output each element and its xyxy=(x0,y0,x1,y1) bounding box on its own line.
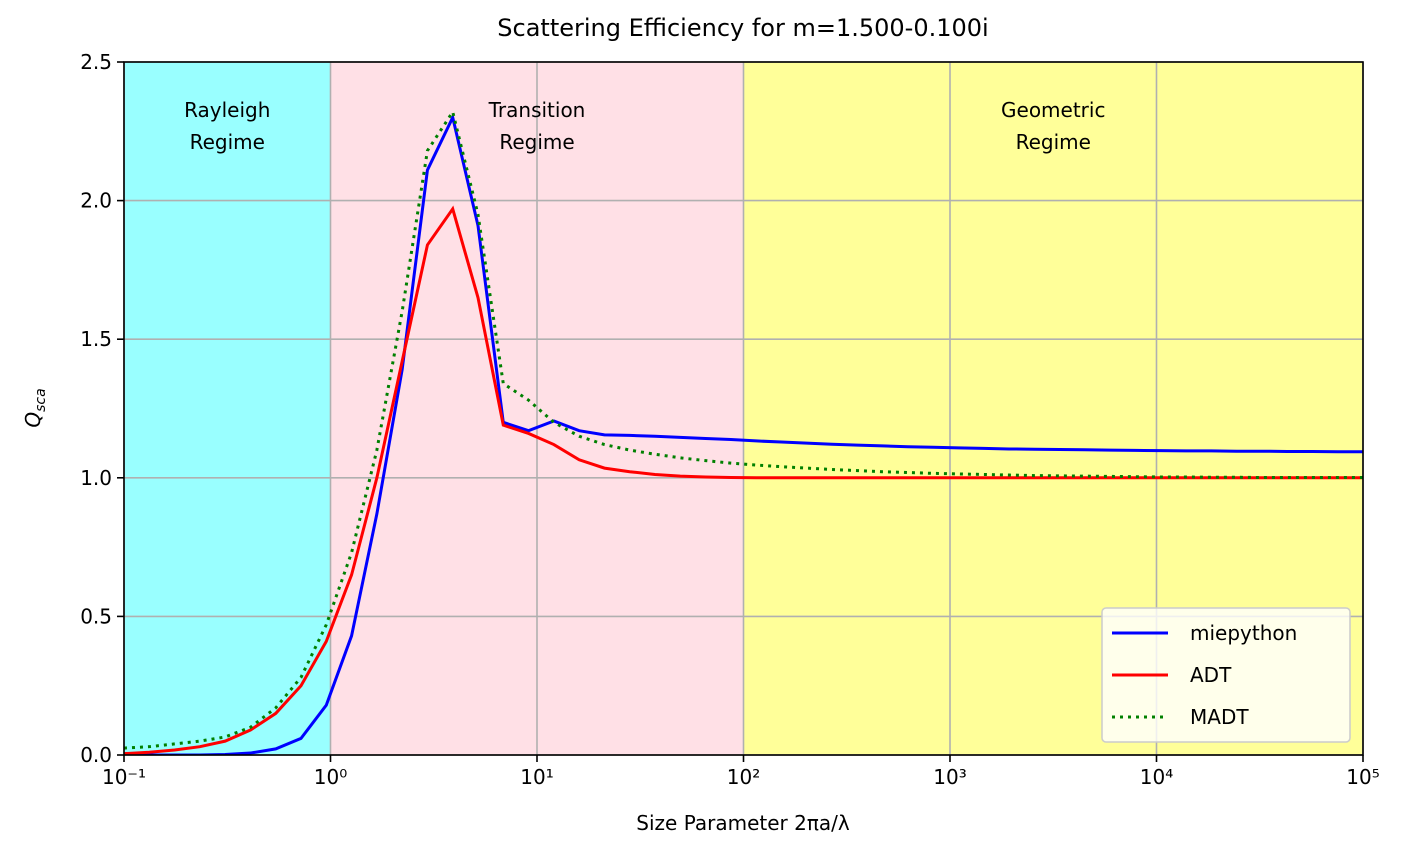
y-label-sub: sca xyxy=(33,388,49,412)
legend-box xyxy=(1101,607,1351,743)
region-label: Geometric Regime xyxy=(1001,98,1105,154)
legend-label: miepython xyxy=(1190,621,1297,645)
y-label-main: Q xyxy=(21,412,45,428)
series-line xyxy=(124,205,1363,755)
y-axis-label: Qsca xyxy=(21,388,49,427)
y-tick-label: 0.5 xyxy=(80,604,112,628)
region-label-line: Rayleigh xyxy=(184,98,270,122)
region-label-line: Regime xyxy=(499,130,574,154)
x-tick-label: 10⁵ xyxy=(1346,765,1379,789)
x-axis-label: Size Parameter 2πa/λ xyxy=(636,811,850,835)
y-tick-label: 2.5 xyxy=(80,50,112,74)
legend: miepython ADT MADT xyxy=(1101,607,1351,743)
legend-label: MADT xyxy=(1190,705,1249,729)
region-label-line: Transition xyxy=(488,98,586,122)
y-tick-label: 2.0 xyxy=(80,189,112,213)
x-tick-label: 10⁰ xyxy=(314,765,347,789)
x-tick-label: 10³ xyxy=(933,765,966,789)
series-line xyxy=(124,112,1363,755)
y-tick-label: 1.5 xyxy=(80,327,112,351)
region-label: Rayleigh Regime xyxy=(184,98,270,154)
region xyxy=(124,62,331,755)
region-label-line: Regime xyxy=(1016,130,1091,154)
x-tick-label: 10⁴ xyxy=(1140,765,1173,789)
region-label: Transition Regime xyxy=(488,98,586,154)
region-label-line: Geometric xyxy=(1001,98,1105,122)
y-tick-label: 0.0 xyxy=(80,743,112,767)
x-tick-label: 10⁻¹ xyxy=(102,765,146,789)
x-tick-label: 10² xyxy=(727,765,760,789)
chart-title: Scattering Efficiency for m=1.500-0.100i xyxy=(497,14,988,42)
y-tick-label: 1.0 xyxy=(80,466,112,490)
x-tick-label: 10¹ xyxy=(520,765,553,789)
region-label-line: Regime xyxy=(190,130,265,154)
legend-label: ADT xyxy=(1190,663,1232,687)
